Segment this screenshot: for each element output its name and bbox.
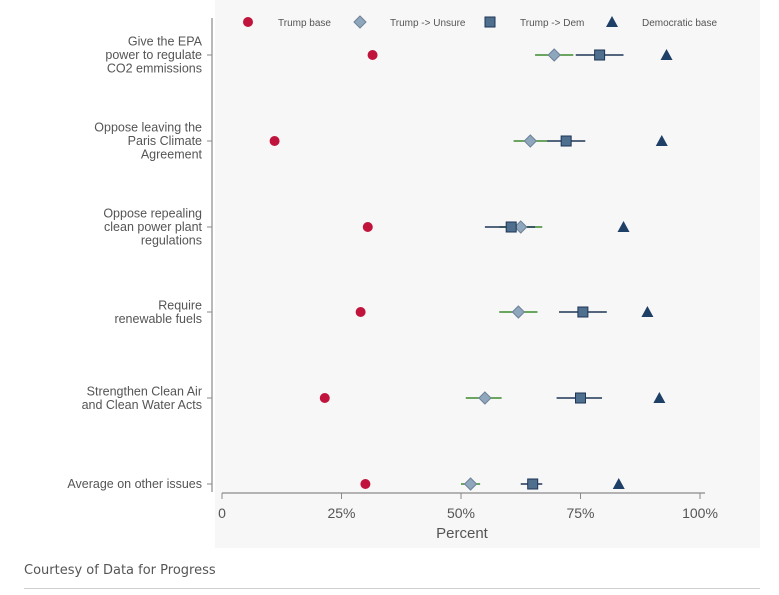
- legend-marker-0: [243, 17, 253, 27]
- legend-marker-2: [484, 16, 496, 28]
- point-s2-r3: [577, 306, 589, 318]
- point-s1-r0: [547, 48, 561, 62]
- legend-label-3: Democratic base: [642, 18, 717, 29]
- category-label-0-line-2: CO2 emmissions: [107, 62, 202, 76]
- category-label-1-line-2: Agreement: [141, 148, 203, 162]
- point-s2-r4: [575, 392, 586, 404]
- legend-marker-1: [353, 15, 367, 29]
- axes: 0 25% 50% 75% 100%: [207, 18, 718, 521]
- point-s0-r1: [269, 136, 280, 146]
- category-label-4-line-1: and Clean Water Acts: [82, 398, 202, 412]
- point-s3-r3: [641, 306, 654, 317]
- category-label-0-line-1: power to regulate: [105, 48, 202, 62]
- legend-marker-3: [606, 16, 618, 27]
- legend-label-0: Trump base: [278, 18, 331, 29]
- point-s2-r1: [560, 135, 572, 147]
- point-s3-r1: [655, 135, 668, 146]
- category-label-0-line-0: Give the EPA: [128, 35, 203, 49]
- point-s3-r4: [653, 392, 666, 403]
- plot-background: [215, 0, 760, 548]
- point-s0-r5: [360, 479, 371, 489]
- category-label-2-line-1: clean power plant: [104, 220, 203, 234]
- x-axis-title: Percent: [436, 525, 489, 542]
- point-s3-r2: [617, 221, 630, 232]
- point-s1-r5: [463, 477, 478, 491]
- category-label-2-line-0: Oppose repealing: [103, 207, 202, 221]
- category-label-1-line-1: Paris Climate: [128, 134, 202, 148]
- x-tick-label-0: 0: [218, 505, 226, 521]
- category-label-3-line-1: renewable fuels: [114, 312, 202, 326]
- category-label-2-line-2: regulations: [141, 234, 202, 248]
- divider: [24, 588, 760, 589]
- point-s0-r2: [362, 222, 373, 232]
- x-tick-label-3: 75%: [566, 505, 594, 521]
- x-tick-label-2: 50%: [447, 505, 475, 521]
- point-s1-r2: [514, 220, 528, 234]
- point-s2-r0: [594, 49, 606, 61]
- dot-plot-chart: Trump base Trump -> Unsure Trump -> Dem Dem…: [67, 0, 760, 548]
- legend-label-2: Trump -> Dem: [520, 18, 584, 29]
- point-s2-r5: [527, 478, 539, 490]
- category-label-4-line-0: Strengthen Clean Air: [87, 384, 202, 398]
- point-s1-r1: [523, 134, 538, 148]
- point-s1-r3: [511, 305, 526, 319]
- point-s1-r4: [478, 391, 492, 405]
- category-label-1-line-0: Oppose leaving the: [94, 121, 202, 135]
- category-label-5-line-0: Average on other issues: [67, 477, 202, 491]
- data-marks: [269, 48, 673, 491]
- point-s2-r2: [505, 221, 517, 233]
- legend-label-1: Trump -> Unsure: [390, 18, 466, 29]
- point-s0-r4: [319, 393, 330, 403]
- point-s0-r0: [367, 50, 378, 60]
- legend: Trump base Trump -> Unsure Trump -> Dem Dem…: [243, 15, 717, 29]
- credit-text: Courtesy of Data for Progress: [24, 563, 216, 578]
- point-s3-r0: [660, 49, 673, 60]
- point-s3-r5: [612, 478, 625, 489]
- x-tick-label-1: 25%: [327, 505, 355, 521]
- point-s0-r3: [355, 307, 366, 317]
- category-label-3-line-0: Require: [158, 298, 202, 312]
- x-tick-label-4: 100%: [682, 505, 718, 521]
